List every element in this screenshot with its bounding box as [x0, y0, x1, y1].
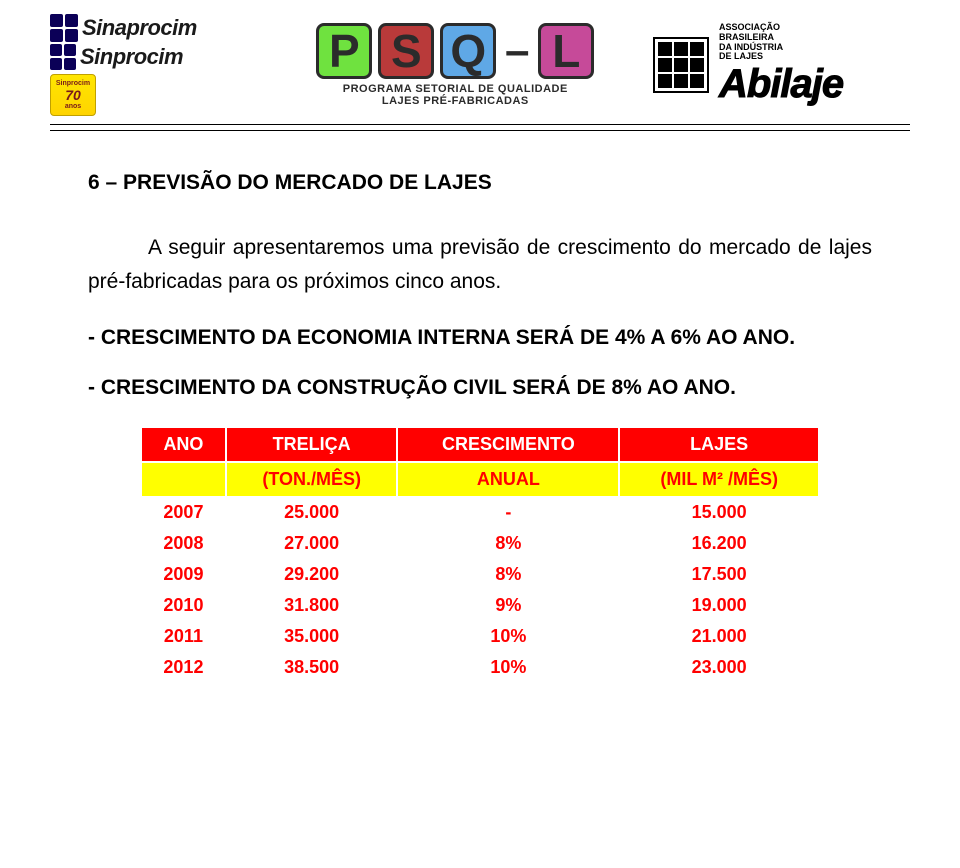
- cell-cresc: 8%: [398, 529, 618, 558]
- sinaprocim-logo: Sinaprocim: [50, 14, 197, 42]
- table-body: 200725.000-15.000200827.0008%16.20020092…: [142, 498, 818, 682]
- th-ano: ANO: [142, 428, 225, 461]
- th2-m2: (MIL M² /MÊS): [620, 463, 818, 496]
- cell-lajes: 17.500: [620, 560, 818, 589]
- th-crescimento: CRESCIMENTO: [398, 428, 618, 461]
- cell-trelica: 38.500: [227, 653, 397, 682]
- sinprocim-icon: [50, 44, 76, 70]
- cell-cresc: 10%: [398, 622, 618, 651]
- psql-dash: –: [502, 26, 532, 76]
- cell-lajes: 23.000: [620, 653, 818, 682]
- table-header-row-1: ANO TRELIÇA CRESCIMENTO LAJES: [142, 428, 818, 461]
- intro-paragraph: A seguir apresentaremos uma previsão de …: [88, 231, 872, 298]
- cell-year: 2012: [142, 653, 225, 682]
- cell-year: 2007: [142, 498, 225, 527]
- sinprocim-logo: Sinprocim: [50, 44, 183, 70]
- sinaprocim-icon: [50, 14, 78, 42]
- cell-year: 2008: [142, 529, 225, 558]
- table-row: 200725.000-15.000: [142, 498, 818, 527]
- cell-trelica: 35.000: [227, 622, 397, 651]
- cell-cresc: 10%: [398, 653, 618, 682]
- th2-blank: [142, 463, 225, 496]
- table-row: 201135.00010%21.000: [142, 622, 818, 651]
- th-trelica: TRELIÇA: [227, 428, 397, 461]
- cell-trelica: 25.000: [227, 498, 397, 527]
- psql-letter-l: L: [538, 23, 594, 79]
- abilaje-grid-icon: [653, 37, 709, 93]
- cell-lajes: 16.200: [620, 529, 818, 558]
- anniversary-badge: Sinprocim 70 anos: [50, 74, 96, 116]
- anniv-sub: anos: [65, 103, 81, 110]
- psql-letter-q: Q: [440, 23, 496, 79]
- cell-trelica: 27.000: [227, 529, 397, 558]
- th2-ton: (TON./MÊS): [227, 463, 397, 496]
- th-lajes: LAJES: [620, 428, 818, 461]
- psql-logo: P S Q – L PROGRAMA SETORIAL DE QUALIDADE…: [258, 23, 653, 107]
- psql-letter-p: P: [316, 23, 372, 79]
- anniv-years: 70: [65, 87, 81, 103]
- psql-subtitle-2: LAJES PRÉ-FABRICADAS: [382, 95, 529, 107]
- cell-year: 2010: [142, 591, 225, 620]
- content-area: 6 – PREVISÃO DO MERCADO DE LAJES A segui…: [0, 131, 960, 684]
- cell-cresc: 8%: [398, 560, 618, 589]
- abilaje-word: Abilaje: [719, 62, 843, 107]
- sinaprocim-text: Sinaprocim: [82, 15, 197, 41]
- sinprocim-text: Sinprocim: [80, 44, 183, 70]
- psql-letter-s: S: [378, 23, 434, 79]
- cell-lajes: 19.000: [620, 591, 818, 620]
- cell-year: 2011: [142, 622, 225, 651]
- section-title: 6 – PREVISÃO DO MERCADO DE LAJES: [88, 171, 872, 195]
- table-row: 201031.8009%19.000: [142, 591, 818, 620]
- forecast-table: ANO TRELIÇA CRESCIMENTO LAJES (TON./MÊS)…: [140, 426, 820, 684]
- cell-cresc: -: [398, 498, 618, 527]
- cell-year: 2009: [142, 560, 225, 589]
- table-row: 200827.0008%16.200: [142, 529, 818, 558]
- cell-trelica: 29.200: [227, 560, 397, 589]
- abilaje-logo: ASSOCIAÇÃO BRASILEIRA DA INDÚSTRIA DE LA…: [653, 23, 910, 108]
- cell-lajes: 21.000: [620, 622, 818, 651]
- abilaje-assoc-4: DE LAJES: [719, 52, 843, 62]
- bullet-economia: - CRESCIMENTO DA ECONOMIA INTERNA SERÁ D…: [88, 326, 872, 350]
- table-header-row-2: (TON./MÊS) ANUAL (MIL M² /MÊS): [142, 463, 818, 496]
- th2-anual: ANUAL: [398, 463, 618, 496]
- bullet-construcao: - CRESCIMENTO DA CONSTRUÇÃO CIVIL SERÁ D…: [88, 376, 872, 400]
- anniv-label: Sinprocim: [56, 80, 90, 87]
- header-divider: [50, 124, 910, 131]
- cell-trelica: 31.800: [227, 591, 397, 620]
- header-logo-row: Sinaprocim Sinprocim Sinprocim 70 anos P…: [0, 0, 960, 120]
- cell-cresc: 9%: [398, 591, 618, 620]
- table-row: 200929.2008%17.500: [142, 560, 818, 589]
- table-row: 201238.50010%23.000: [142, 653, 818, 682]
- psql-subtitle-1: PROGRAMA SETORIAL DE QUALIDADE: [343, 83, 568, 95]
- cell-lajes: 15.000: [620, 498, 818, 527]
- logo-left-group: Sinaprocim Sinprocim Sinprocim 70 anos: [50, 14, 258, 116]
